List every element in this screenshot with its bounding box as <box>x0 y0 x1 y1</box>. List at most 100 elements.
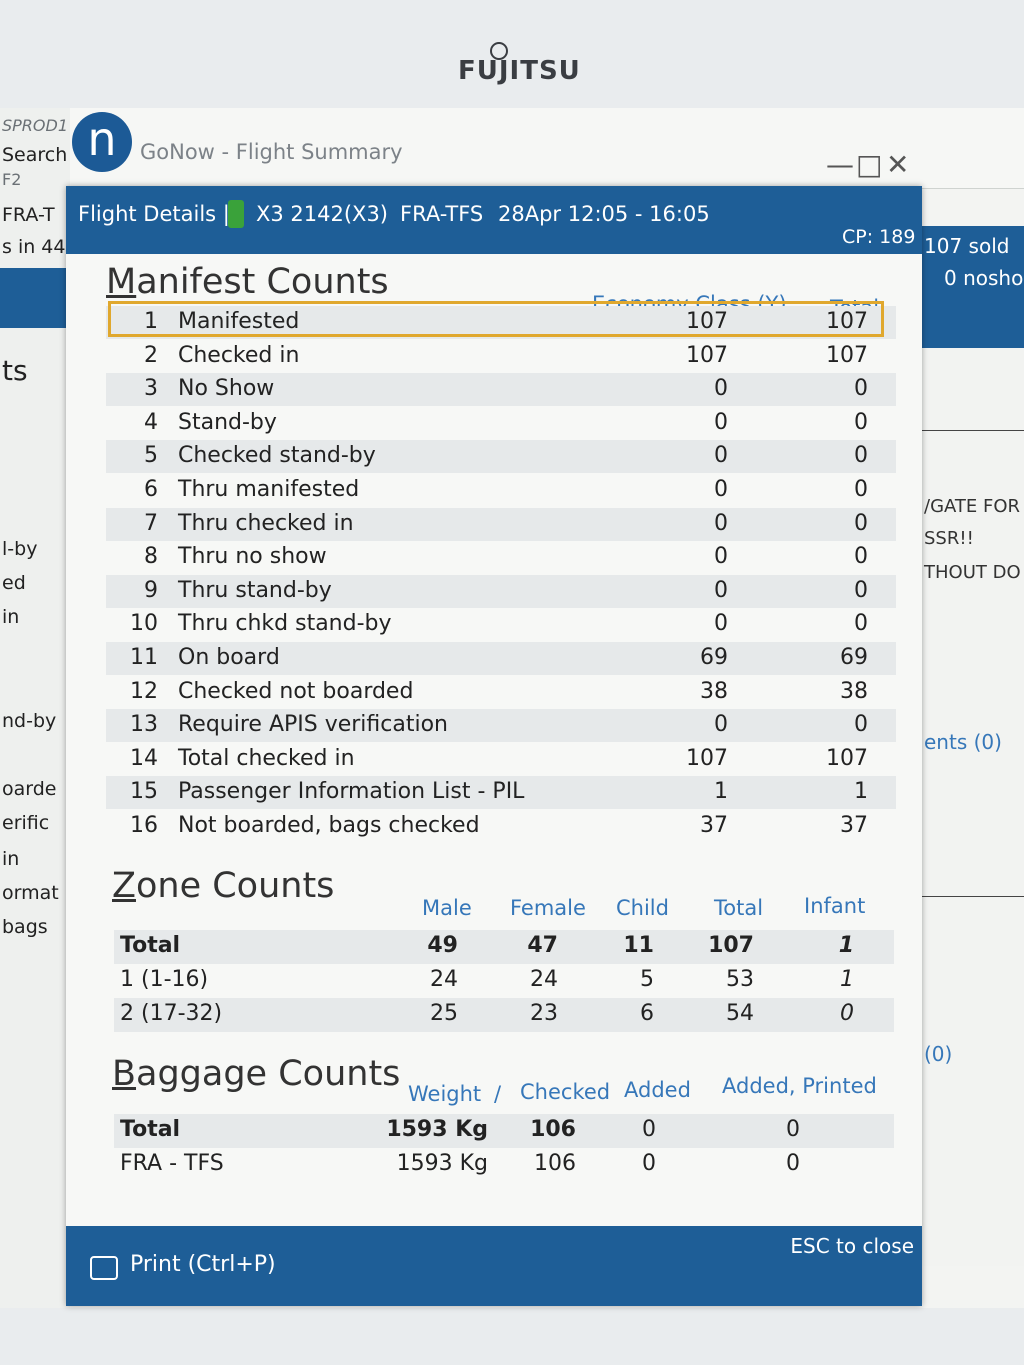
route-label: FRA-T <box>2 204 55 226</box>
comments-link[interactable]: ents (0) <box>924 730 1002 754</box>
airline-icon <box>228 200 244 228</box>
manifest-row[interactable]: 1 Manifested 107 107 <box>106 306 896 339</box>
print-button-label: Print (Ctrl+P) <box>130 1252 276 1277</box>
fujitsu-logo-icon <box>490 42 508 60</box>
manifest-row[interactable]: 14 Total checked in 107 107 <box>106 743 896 776</box>
manifest-row[interactable]: 8 Thru no show 0 0 <box>106 541 896 574</box>
manifest-row[interactable]: 16 Not boarded, bags checked 37 37 <box>106 810 896 843</box>
checked-value: 106 <box>534 1151 576 1176</box>
row-number: 14 <box>130 745 158 771</box>
economy-value: 0 <box>714 712 728 738</box>
zone-label: Total <box>120 933 181 958</box>
economy-value: 0 <box>714 611 728 637</box>
row-number: 15 <box>130 779 158 805</box>
checked-column-header: Checked <box>520 1080 611 1104</box>
economy-value: 0 <box>714 376 728 402</box>
weight-column-header: Weight <box>408 1082 482 1106</box>
row-number: 7 <box>144 510 158 536</box>
zone-label: 1 (1-16) <box>120 967 209 992</box>
manifest-row[interactable]: 15 Passenger Information List - PIL 1 1 <box>106 776 896 810</box>
manifest-row[interactable]: 5 Checked stand-by 0 0 <box>106 440 896 474</box>
bg-label: l-by <box>2 538 38 560</box>
male-column-header: Male <box>422 896 472 920</box>
economy-value: 0 <box>714 477 728 502</box>
manifest-row[interactable]: 13 Require APIS verification 0 0 <box>106 709 896 743</box>
total-value: 1 <box>854 779 868 805</box>
manifest-row[interactable]: 7 Thru checked in 0 0 <box>106 507 896 541</box>
divider <box>922 430 1024 431</box>
manifest-row[interactable]: 12 Checked not boarded 38 38 <box>106 676 896 709</box>
row-label: Thru chkd stand-by <box>178 611 392 637</box>
total-value: 0 <box>854 544 868 570</box>
row-label: Checked not boarded <box>178 678 414 704</box>
economy-value: 0 <box>714 577 728 603</box>
economy-value: 0 <box>714 443 728 469</box>
female-value: 47 <box>527 933 558 958</box>
zone-row: 1 (1-16) 24 24 5 53 1 <box>114 964 894 998</box>
search-label[interactable]: Search <box>2 144 68 166</box>
row-label: Require APIS verification <box>178 712 448 738</box>
row-number: 1 <box>144 309 158 334</box>
printed-value: 0 <box>786 1151 800 1176</box>
row-label: Manifested <box>178 309 300 334</box>
female-value: 23 <box>530 1001 558 1026</box>
row-number: 16 <box>130 813 158 838</box>
economy-value: 38 <box>700 678 728 704</box>
added-column-header: Added <box>624 1078 691 1102</box>
row-label: Stand-by <box>178 409 277 435</box>
manifest-row[interactable]: 6 Thru manifested 0 0 <box>106 474 896 507</box>
manifest-row[interactable]: 9 Thru stand-by 0 0 <box>106 574 896 608</box>
row-label: No Show <box>178 376 275 402</box>
child-value: 5 <box>640 967 654 992</box>
male-value: 49 <box>427 933 458 958</box>
baggage-title-rest: aggage Counts <box>136 1054 401 1094</box>
manifest-row[interactable]: 11 On board 69 69 <box>106 642 896 675</box>
background-app-right: 107 sold 0 nosho /GATE FOR SSR!! THOUT D… <box>922 226 1024 1266</box>
economy-value: 107 <box>686 745 728 771</box>
background-app-titlebar <box>0 108 1024 189</box>
ssr-notice: SSR!! <box>924 528 974 549</box>
baggage-title: Baggage Counts <box>112 1054 400 1094</box>
manifest-title-rest: anifest Counts <box>136 262 389 302</box>
dialog-header: Flight Details | X3 2142(X3) FRA-TFS 28A… <box>66 186 922 254</box>
minimize-icon[interactable]: — <box>826 148 854 181</box>
checked-value: 106 <box>530 1117 576 1142</box>
bg-label: in <box>2 848 20 870</box>
monitor-brand: FUJITSU <box>458 56 581 86</box>
manifest-row[interactable]: 10 Thru chkd stand-by 0 0 <box>106 608 896 641</box>
slash-separator: / <box>494 1082 502 1106</box>
row-label: Passenger Information List - PIL <box>178 779 525 805</box>
gate-notice: /GATE FOR <box>924 496 1021 517</box>
manifest-row[interactable]: 4 Stand-by 0 0 <box>106 407 896 440</box>
right-summary-panel: 107 sold 0 nosho <box>922 226 1024 348</box>
female-column-header: Female <box>510 896 586 920</box>
total-value: 38 <box>840 678 868 704</box>
zero-link[interactable]: (0) <box>924 1042 953 1066</box>
economy-value: 107 <box>686 309 728 334</box>
manifest-row[interactable]: 2 Checked in 107 107 <box>106 340 896 373</box>
baggage-label: FRA - TFS <box>120 1151 224 1176</box>
zone-label: 2 (17-32) <box>120 1001 223 1026</box>
male-value: 25 <box>430 1001 458 1026</box>
total-value: 0 <box>854 510 868 536</box>
total-value: 0 <box>854 409 868 435</box>
maximize-icon[interactable]: □ <box>856 148 883 181</box>
selected-row-highlight <box>108 301 884 337</box>
male-value: 24 <box>430 967 458 992</box>
child-value: 6 <box>640 1001 654 1026</box>
esc-close-hint[interactable]: ESC to close <box>790 1234 914 1258</box>
total-value: 107 <box>708 933 754 958</box>
manifest-row[interactable]: 3 No Show 0 0 <box>106 373 896 407</box>
print-button[interactable]: Print (Ctrl+P) <box>66 1226 326 1306</box>
infant-value: 1 <box>840 967 854 992</box>
printer-icon <box>90 1256 118 1280</box>
bg-label: ormat <box>2 882 59 904</box>
flight-route: FRA-TFS <box>400 202 484 226</box>
sold-count: 107 sold <box>924 234 1010 258</box>
close-icon[interactable]: ✕ <box>886 148 910 181</box>
total-value: 107 <box>826 745 868 771</box>
gonow-logo: n <box>72 112 132 172</box>
zone-row: Total 49 47 11 107 1 <box>114 930 894 964</box>
flight-summary-dialog: Flight Details | X3 2142(X3) FRA-TFS 28A… <box>66 186 922 1306</box>
manifest-title: Manifest Counts <box>106 262 389 302</box>
